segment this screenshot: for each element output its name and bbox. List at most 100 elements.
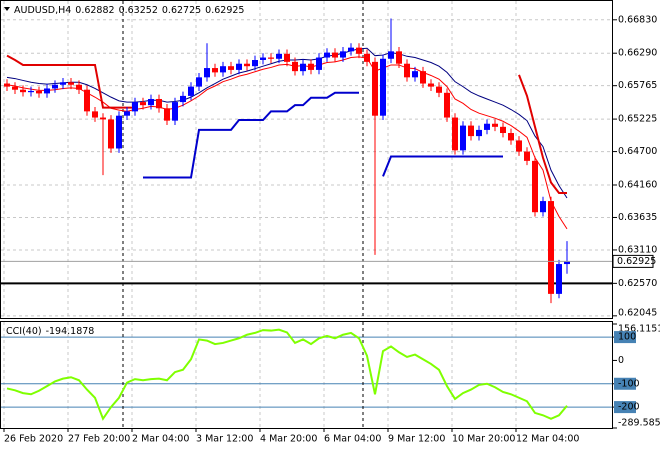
candle-body [188,86,194,96]
candle-body [140,102,146,106]
candle-body [388,51,394,59]
candle-body [52,84,58,89]
candle-body [308,63,314,70]
candle-body [468,125,474,137]
y-tick-label: -100 [618,378,640,389]
x-tick-label: 6 Mar 04:00 [324,434,381,445]
y-tick-label: -289.5853 [618,418,660,429]
y-tick-label: 0.64160 [618,179,657,190]
x-tick-label: 10 Mar 20:00 [452,434,515,445]
x-tick-label: 2 Mar 04:00 [132,434,189,445]
main-pane [0,0,613,319]
candle-body [452,117,458,151]
candle-body [36,90,42,94]
y-tick-label: -200 [618,402,640,413]
candle-body [12,86,18,90]
candle-body [492,123,498,127]
candle-body [356,47,362,54]
candle-body [340,51,346,58]
candle-body [108,119,114,149]
y-tick-label: 0.64700 [618,146,657,157]
high-value: 0.63252 [119,5,158,16]
cci-title: CCI(40) -194.1878 [6,326,94,337]
candle-body [380,58,386,116]
candle-body [316,57,322,70]
candle-body [268,57,274,59]
candle-body [404,63,410,78]
candle-body [228,66,234,70]
candle-body [4,83,10,87]
candle-body [180,95,186,103]
candle-body [444,92,450,118]
y-tick-label: 156.1151 [618,324,660,335]
y-tick-label: 0.66830 [618,14,657,25]
cci-line [6,328,568,421]
y-tick-label: 0.65225 [618,114,657,125]
candle-body [332,52,338,58]
symbol: AUDUSD,H4 [14,5,71,16]
candle-body [292,61,298,72]
candle-body [148,98,154,106]
y-tick-label: 0.65765 [618,80,657,91]
candle-body [132,102,138,112]
x-tick-label: 9 Mar 12:00 [388,434,445,445]
candle-body [548,201,554,294]
y-tick-label: 0.63635 [618,212,657,223]
x-tick-label: 3 Mar 12:00 [196,434,253,445]
y-tick-label: 0.66290 [618,48,657,59]
candle-body [84,89,90,112]
candle-body [300,63,306,72]
candle-body [76,84,82,90]
cci-value: -194.1878 [46,326,95,337]
candle-body [532,160,538,213]
candle-body [100,117,106,120]
candle-body [116,115,122,149]
low-value: 0.62725 [162,5,201,16]
indicator-line [6,47,568,199]
open-value: 0.62882 [75,5,114,16]
y-tick-label: 0.62570 [618,278,657,289]
candle-body [476,129,482,137]
candle-body [212,68,218,73]
candle-body [204,68,210,78]
indicator-line [6,54,567,195]
candle-body [44,88,50,94]
candle-body [556,264,562,294]
candle-body [276,53,282,59]
x-tick-label: 27 Feb 20:00 [68,434,130,445]
y-tick-label: 0.63110 [618,244,657,255]
y-tick-label: 0 [618,355,624,366]
plot: 0.66830 0.66290 0.65765 0.65225 0.64700 0.641… [1,14,660,445]
candle-body [196,77,202,87]
level-label-box [614,331,636,344]
menu-icon [4,7,10,11]
candle-body [284,53,290,62]
candle-body [324,52,330,58]
candle-body [124,111,130,116]
x-tick-label: 26 Feb 2020 [4,434,63,445]
candle-body [436,86,442,93]
level-label-box [614,377,636,390]
candle-body [460,125,466,151]
candle-body [484,123,490,130]
chart-title: AUDUSD,H4 0.62882 0.63252 0.62725 0.62925 [14,5,244,16]
cci-name: CCI(40) [6,326,42,337]
candle-body [364,53,370,62]
candle-body [372,61,378,116]
current-price-label: 0.62925 [617,256,656,267]
candle-body [428,83,434,87]
level-label-box [614,401,636,414]
candle-body [60,82,66,85]
candle-body [260,57,266,61]
candle-body [236,63,242,70]
candle-body [68,82,74,85]
candle-body [420,71,426,84]
candle-body [252,60,258,67]
candle-body [524,151,530,161]
x-tick-label: 12 Mar 04:00 [516,434,579,445]
candle-body [92,111,98,118]
candle-body [220,66,226,73]
candle-body [508,133,514,141]
candle-body [172,102,178,121]
